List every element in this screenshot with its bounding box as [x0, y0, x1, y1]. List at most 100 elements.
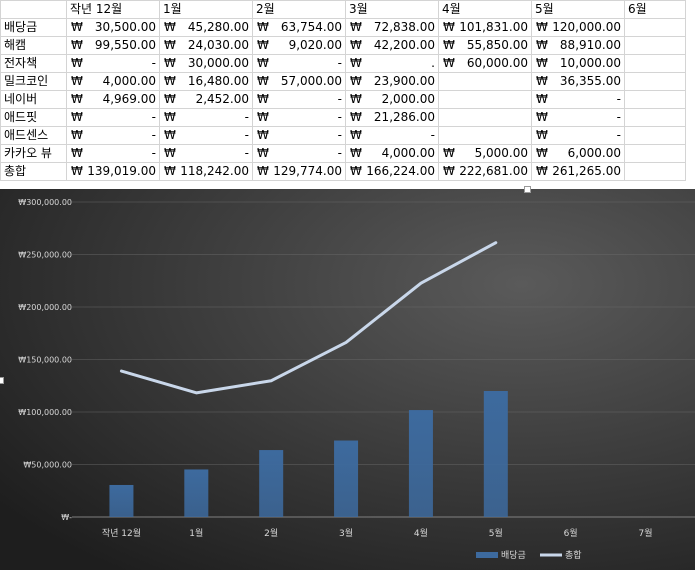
row-label-cell[interactable]: 애드센스 [0, 126, 67, 145]
value-cell[interactable]: ₩222,681.00 [438, 162, 532, 181]
value-cell[interactable] [438, 126, 532, 145]
header-cell[interactable]: 2월 [252, 0, 346, 19]
cell-value: - [430, 128, 435, 142]
row-label-cell[interactable]: 해캠 [0, 36, 67, 55]
row-label-cell[interactable]: 배당금 [0, 18, 67, 37]
value-cell[interactable]: ₩4,000.00 [345, 144, 439, 163]
currency-symbol: ₩ [536, 164, 548, 178]
value-cell[interactable]: ₩139,019.00 [66, 162, 160, 181]
cell-value: 10,000.00 [559, 56, 621, 70]
value-cell[interactable] [624, 54, 686, 73]
cell-value: - [151, 56, 156, 70]
value-cell[interactable]: ₩166,224.00 [345, 162, 439, 181]
header-cell[interactable]: 5월 [531, 0, 625, 19]
value-cell[interactable]: ₩ - [252, 90, 346, 109]
value-cell[interactable]: ₩ - [66, 108, 160, 127]
bar [483, 391, 508, 517]
value-cell[interactable] [624, 108, 686, 127]
value-cell[interactable]: ₩57,000.00 [252, 72, 346, 91]
chart-resize-handle-left[interactable] [0, 377, 4, 384]
value-cell[interactable]: ₩ - [159, 144, 253, 163]
value-cell[interactable] [624, 18, 686, 37]
header-cell[interactable]: 6월 [624, 0, 686, 19]
header-cell[interactable]: 4월 [438, 0, 532, 19]
row-label-cell[interactable]: 전자책 [0, 54, 67, 73]
value-cell[interactable] [624, 36, 686, 55]
value-cell[interactable] [624, 144, 686, 163]
value-cell[interactable]: ₩9,020.00 [252, 36, 346, 55]
cell-value: - [616, 110, 621, 124]
value-cell[interactable]: ₩118,242.00 [159, 162, 253, 181]
value-cell[interactable] [438, 90, 532, 109]
value-cell[interactable]: ₩30,500.00 [66, 18, 160, 37]
value-cell[interactable]: ₩23,900.00 [345, 72, 439, 91]
value-cell[interactable]: ₩30,000.00 [159, 54, 253, 73]
header-cell[interactable]: 작년 12월 [66, 0, 160, 19]
value-cell[interactable]: ₩45,280.00 [159, 18, 253, 37]
value-cell[interactable]: ₩72,838.00 [345, 18, 439, 37]
row-label-cell[interactable]: 총합 [0, 162, 67, 181]
value-cell[interactable]: ₩2,452.00 [159, 90, 253, 109]
cell-value: - [151, 128, 156, 142]
value-cell[interactable]: ₩ - [252, 126, 346, 145]
header-cell[interactable]: 3월 [345, 0, 439, 19]
value-cell[interactable]: ₩ - [252, 54, 346, 73]
value-cell[interactable]: ₩21,286.00 [345, 108, 439, 127]
row-label-cell[interactable]: 카카오 뷰 [0, 144, 67, 163]
value-cell[interactable]: ₩10,000.00 [531, 54, 625, 73]
value-cell[interactable]: ₩101,831.00 [438, 18, 532, 37]
value-cell[interactable]: ₩ - [345, 126, 439, 145]
value-cell[interactable]: ₩63,754.00 [252, 18, 346, 37]
currency-symbol: ₩ [71, 74, 83, 88]
value-cell[interactable]: ₩129,774.00 [252, 162, 346, 181]
value-cell[interactable]: ₩ - [252, 108, 346, 127]
value-cell[interactable]: ₩24,030.00 [159, 36, 253, 55]
value-cell[interactable] [624, 162, 686, 181]
header-corner-cell[interactable] [0, 0, 67, 19]
value-cell[interactable] [624, 126, 686, 145]
value-cell[interactable]: ₩16,480.00 [159, 72, 253, 91]
row-label-cell[interactable]: 밀크코인 [0, 72, 67, 91]
value-cell[interactable] [438, 72, 532, 91]
value-cell[interactable]: ₩60,000.00 [438, 54, 532, 73]
row-label-cell[interactable]: 네이버 [0, 90, 67, 109]
value-cell[interactable]: ₩ - [66, 54, 160, 73]
currency-symbol: ₩ [443, 38, 455, 52]
chart-resize-handle-top[interactable] [524, 186, 531, 193]
value-cell[interactable]: ₩4,969.00 [66, 90, 160, 109]
x-tick-label: 5월 [489, 527, 503, 539]
currency-symbol: ₩ [71, 110, 83, 124]
value-cell[interactable]: ₩ - [531, 90, 625, 109]
value-cell[interactable]: ₩36,355.00 [531, 72, 625, 91]
row-label-cell[interactable]: 애드핏 [0, 108, 67, 127]
value-cell[interactable]: ₩42,200.00 [345, 36, 439, 55]
value-cell[interactable]: ₩5,000.00 [438, 144, 532, 163]
value-cell[interactable]: ₩ - [252, 144, 346, 163]
value-cell[interactable]: ₩88,910.00 [531, 36, 625, 55]
value-cell[interactable]: ₩ - [66, 126, 160, 145]
value-cell[interactable]: ₩ - [66, 144, 160, 163]
value-cell[interactable]: ₩55,850.00 [438, 36, 532, 55]
dividend-chart[interactable]: ₩- ₩50,000.00 ₩100,000.00 ₩150,000.00 ₩200,0… [0, 189, 695, 570]
value-cell[interactable]: ₩120,000.00 [531, 18, 625, 37]
value-cell[interactable]: ₩2,000.00 [345, 90, 439, 109]
value-cell[interactable]: ₩4,000.00 [66, 72, 160, 91]
header-cell[interactable]: 1월 [159, 0, 253, 19]
cell-value: - [616, 92, 621, 106]
value-cell[interactable]: ₩99,550.00 [66, 36, 160, 55]
currency-symbol: ₩ [164, 164, 176, 178]
value-cell[interactable]: ₩ - [159, 108, 253, 127]
value-cell[interactable] [624, 72, 686, 91]
cell-value: 5,000.00 [474, 146, 528, 160]
value-cell[interactable]: ₩6,000.00 [531, 144, 625, 163]
bar [334, 440, 359, 517]
value-cell[interactable]: ₩ - [531, 126, 625, 145]
value-cell[interactable] [438, 108, 532, 127]
currency-symbol: ₩ [71, 164, 83, 178]
value-cell[interactable]: ₩ - [159, 126, 253, 145]
value-cell[interactable] [624, 90, 686, 109]
value-cell[interactable]: ₩. [345, 54, 439, 73]
value-cell[interactable]: ₩261,265.00 [531, 162, 625, 181]
value-cell[interactable]: ₩ - [531, 108, 625, 127]
currency-symbol: ₩ [164, 128, 176, 142]
